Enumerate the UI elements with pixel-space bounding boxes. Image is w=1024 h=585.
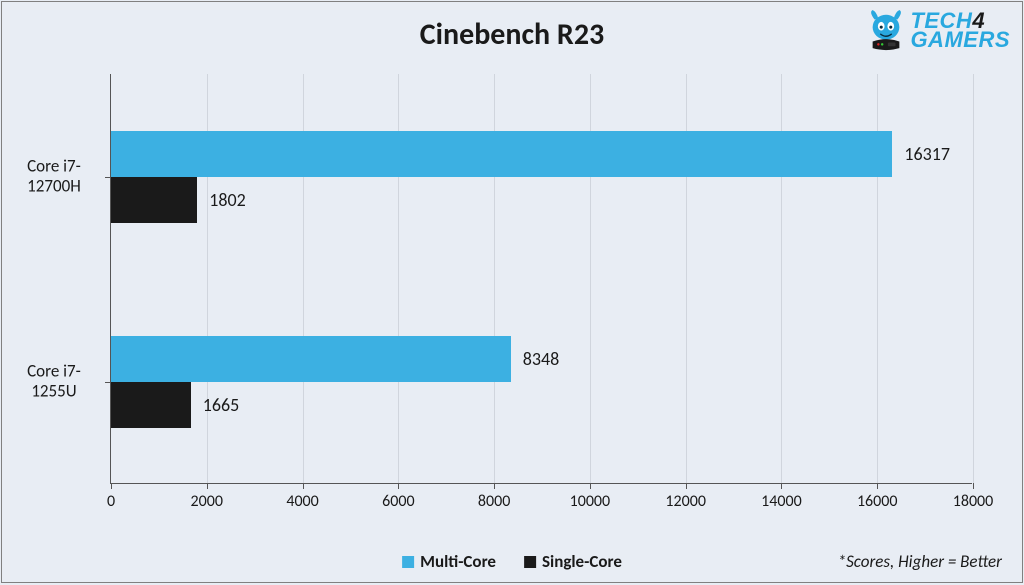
bar-value-label: 8348 — [523, 348, 560, 370]
x-tick-mark — [781, 483, 782, 489]
x-tick-mark — [877, 483, 878, 489]
bar-multi-core: 16317 — [111, 131, 892, 177]
chart-container: TECH4 GAMERS Cinebench R23 0200040006000… — [1, 1, 1023, 583]
brand-gamers: GAMERS — [910, 27, 1010, 52]
x-tick-label: 12000 — [665, 492, 706, 511]
legend: Multi-Core Single-Core — [402, 551, 622, 572]
brand-logo-text: TECH4 GAMERS — [910, 12, 1010, 49]
legend-item-single: Single-Core — [524, 551, 622, 572]
x-tick-label: 0 — [107, 492, 115, 511]
gridline — [973, 74, 974, 483]
bar-single-core: 1665 — [111, 382, 191, 428]
x-tick-mark — [398, 483, 399, 489]
x-tick-mark — [207, 483, 208, 489]
x-tick-label: 4000 — [286, 492, 318, 511]
x-tick-label: 2000 — [191, 492, 223, 511]
bar-multi-core: 8348 — [111, 336, 511, 382]
x-tick-mark — [303, 483, 304, 489]
x-tick-mark — [111, 483, 112, 489]
x-tick-mark — [590, 483, 591, 489]
legend-label-single: Single-Core — [542, 551, 622, 572]
x-tick-label: 16000 — [857, 492, 898, 511]
legend-label-multi: Multi-Core — [420, 551, 496, 572]
bar-value-label: 16317 — [904, 143, 950, 165]
plot-area: 0200040006000800010000120001400016000180… — [110, 74, 972, 484]
brand-logo: TECH4 GAMERS — [865, 8, 1010, 54]
bar-value-label: 1802 — [209, 189, 246, 211]
x-tick-label: 8000 — [478, 492, 510, 511]
footnote: *Scores, Higher = Better — [838, 551, 1002, 572]
bar-value-label: 1665 — [203, 394, 240, 416]
bar-single-core: 1802 — [111, 177, 197, 223]
mascot-icon — [865, 8, 907, 54]
x-tick-mark — [494, 483, 495, 489]
legend-item-multi: Multi-Core — [402, 551, 496, 572]
x-tick-label: 10000 — [570, 492, 611, 511]
x-tick-label: 6000 — [382, 492, 414, 511]
legend-swatch-multi — [402, 556, 414, 568]
category-label: Core i7- 1255U — [9, 361, 99, 402]
x-tick-mark — [686, 483, 687, 489]
x-tick-mark — [973, 483, 974, 489]
legend-swatch-single — [524, 556, 536, 568]
category-label: Core i7- 12700H — [9, 156, 99, 197]
x-tick-label: 14000 — [761, 492, 802, 511]
x-tick-label: 18000 — [953, 492, 994, 511]
